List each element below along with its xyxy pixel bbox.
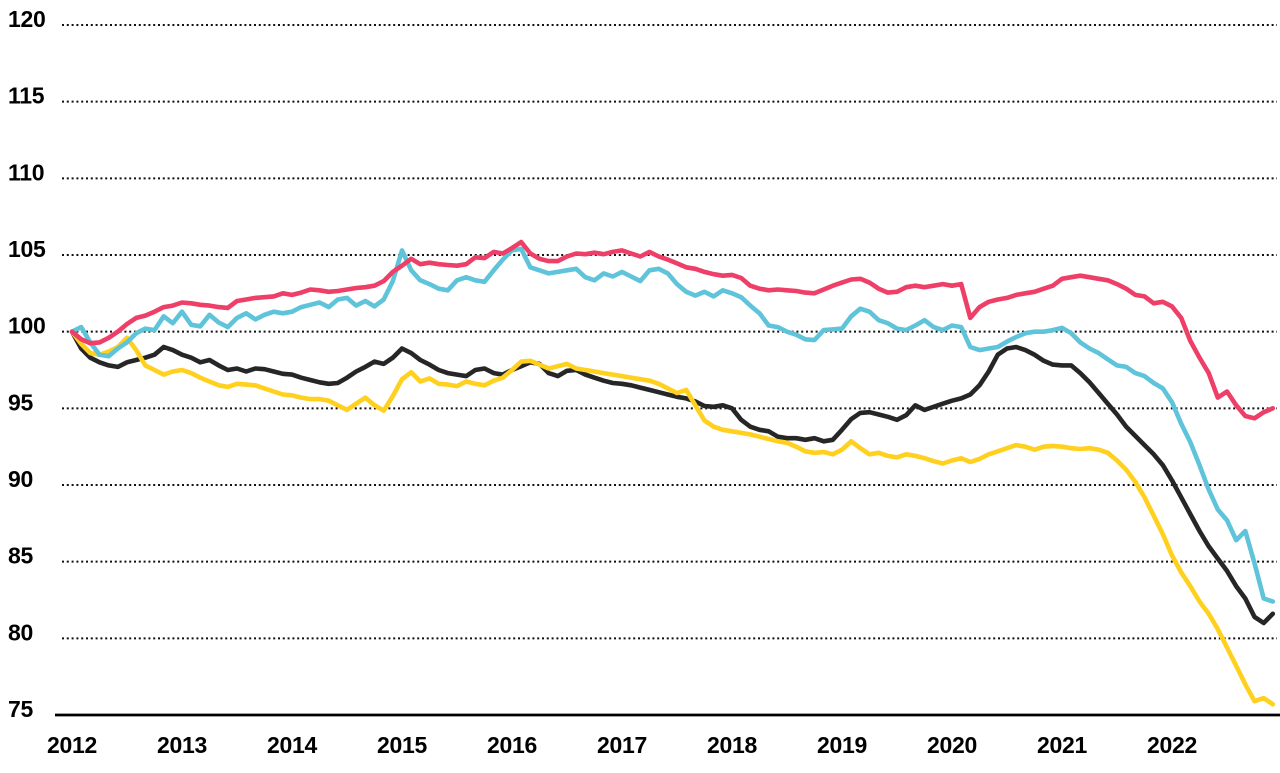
series-pink-line	[69, 239, 1276, 421]
x-tick-label-2019: 2019	[817, 732, 867, 758]
y-tick-label-105: 105	[8, 236, 46, 262]
y-tick-label-120: 120	[8, 6, 45, 32]
series-black-line	[69, 329, 1276, 626]
y-tick-label-95: 95	[8, 389, 33, 415]
y-tick-label-80: 80	[8, 619, 33, 645]
x-tick-label-2022: 2022	[1147, 732, 1197, 758]
y-tick-label-90: 90	[8, 466, 33, 492]
x-tick-label-2014: 2014	[267, 732, 317, 758]
y-tick-label-115: 115	[8, 83, 45, 109]
y-tick-label-110: 110	[8, 159, 44, 185]
x-tick-label-2013: 2013	[157, 732, 207, 758]
y-tick-label-100: 100	[8, 313, 45, 339]
x-tick-label-2012: 2012	[47, 732, 97, 758]
x-tick-label-2021: 2021	[1037, 732, 1087, 758]
series-yellow-line	[69, 329, 1276, 707]
x-tick-label-2015: 2015	[377, 732, 427, 758]
x-tick-label-2020: 2020	[927, 732, 977, 758]
x-tick-label-2016: 2016	[487, 732, 537, 758]
x-tick-label-2018: 2018	[707, 732, 757, 758]
y-tick-label-75: 75	[8, 696, 33, 722]
y-tick-label-85: 85	[8, 543, 33, 569]
x-tick-label-2017: 2017	[597, 732, 647, 758]
series-cyan-line	[69, 246, 1276, 604]
